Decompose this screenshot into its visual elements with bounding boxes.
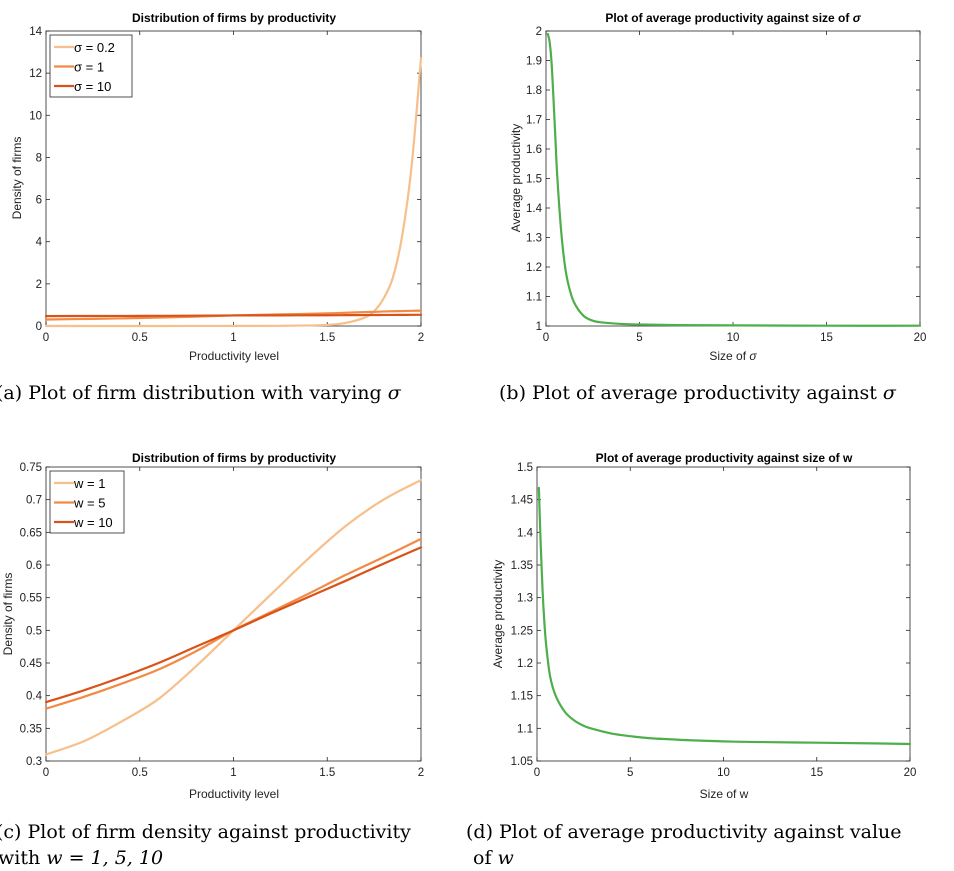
legend-label: w = 10: [73, 515, 113, 530]
y-tick-label: 0.65: [20, 527, 42, 539]
y-tick-label: 1.8: [526, 85, 542, 97]
y-tick-label: 2: [536, 26, 542, 38]
y-tick-label: 0.75: [20, 462, 42, 474]
y-tick-label: 1.15: [511, 691, 533, 703]
x-tick-label: 1: [230, 332, 236, 344]
panel-c-caption-line-2: with w = 1, 5, 10: [0, 847, 163, 869]
x-tick-label: 10: [717, 767, 730, 779]
panel-c-xlabel: Productivity level: [189, 787, 279, 801]
panel-b-caption: (b) Plot of average productivity against…: [499, 382, 897, 404]
panel-c-title: Distribution of firms by productivity: [132, 451, 336, 465]
y-tick-label: 1.4: [517, 527, 534, 539]
y-tick-label: 1.1: [517, 723, 533, 735]
y-tick-label: 1.5: [526, 174, 542, 186]
panel-b-chart: Plot of average productivity against siz…: [499, 11, 926, 404]
y-tick-label: 6: [36, 195, 42, 207]
panel-c-chart: Distribution of firms by productivity Pr…: [0, 451, 424, 869]
panel-d-ylabel: Average productivity: [491, 560, 505, 669]
x-tick-label: 20: [914, 332, 927, 344]
y-tick-label: 0.6: [26, 560, 42, 572]
y-tick-label: 1.05: [511, 756, 533, 768]
panel-d-xlabel: Size of w: [700, 787, 749, 801]
panel-c-ylabel: Density of firms: [1, 573, 15, 656]
panel-d-axes-frame: [536, 466, 911, 762]
y-tick-label: 10: [29, 110, 42, 122]
y-tick-label: 0.4: [26, 691, 43, 703]
panel-a-ylabel: Density of firms: [10, 137, 24, 220]
y-tick-label: 0: [36, 321, 42, 333]
y-tick-label: 1: [536, 321, 542, 333]
x-tick-label: 15: [820, 332, 833, 344]
y-tick-label: 1.35: [511, 560, 533, 572]
legend-label: w = 1: [73, 476, 105, 491]
panel-a-series-1-line: [44, 57, 423, 328]
y-tick-label: 0.5: [26, 625, 42, 637]
panel-a-caption: (a) Plot of firm distribution with varyi…: [0, 382, 402, 404]
y-tick-label: 14: [29, 26, 42, 38]
panel-a-legend: σ = 0.2 σ = 1 σ = 10: [49, 34, 133, 98]
y-tick-label: 1.5: [517, 462, 533, 474]
legend-label: σ = 1: [74, 60, 104, 75]
x-tick-label: 10: [727, 332, 740, 344]
x-tick-label: 0.5: [132, 332, 148, 344]
y-tick-label: 4: [36, 237, 43, 249]
x-tick-label: 0: [534, 767, 540, 779]
x-tick-label: 2: [418, 332, 424, 344]
y-tick-label: 2: [36, 279, 42, 291]
x-tick-label: 1.5: [319, 332, 335, 344]
panel-b-title: Plot of average productivity against siz…: [605, 11, 861, 25]
y-tick-label: 1.1: [526, 292, 542, 304]
y-tick-label: 0.45: [20, 658, 42, 670]
panel-c-legend: w = 1 w = 5 w = 10: [49, 470, 125, 534]
x-tick-label: 20: [904, 767, 917, 779]
x-tick-label: 1: [230, 767, 236, 779]
x-tick-label: 1.5: [319, 767, 335, 779]
x-tick-label: 0.5: [132, 767, 148, 779]
y-tick-label: 1.4: [526, 203, 543, 215]
x-tick-label: 5: [636, 332, 642, 344]
x-tick-label: 0: [543, 332, 549, 344]
panel-a-xlabel: Productivity level: [189, 349, 279, 363]
y-tick-label: 1.6: [526, 144, 542, 156]
panel-a-series-2-line: [44, 309, 423, 321]
y-tick-label: 1.3: [517, 593, 533, 605]
y-tick-label: 1.3: [526, 233, 542, 245]
panel-d-chart: Plot of average productivity against siz…: [466, 451, 916, 869]
x-tick-label: 0: [43, 767, 49, 779]
y-tick-label: 0.55: [20, 593, 42, 605]
y-tick-label: 0.7: [26, 495, 42, 507]
panel-b-axes-frame: [545, 30, 921, 327]
y-tick-label: 1.7: [526, 115, 542, 127]
panel-b-xlabel: Size of σ: [709, 349, 757, 363]
panel-d-caption-line-2: of w: [473, 847, 514, 869]
y-tick-label: 1.25: [511, 625, 533, 637]
legend-label: σ = 0.2: [74, 40, 115, 55]
panel-b-series-1-line: [546, 32, 922, 327]
panel-a-chart: Distribution of firms by productivity Pr…: [0, 11, 424, 404]
panel-d-title: Plot of average productivity against siz…: [596, 451, 853, 465]
y-tick-label: 12: [29, 68, 42, 80]
legend-label: σ = 10: [74, 79, 111, 94]
x-tick-label: 15: [810, 767, 823, 779]
panel-b-ylabel: Average productivity: [509, 124, 523, 233]
panel-c-series-3-line: [44, 546, 423, 704]
y-tick-label: 1.9: [526, 56, 542, 68]
panel-c-caption-line-1: (c) Plot of firm density against product…: [0, 821, 411, 843]
panel-d-series-1-line: [537, 486, 912, 746]
y-tick-label: 0.3: [26, 756, 42, 768]
panel-d-caption-line-1: (d) Plot of average productivity against…: [466, 821, 902, 843]
y-tick-label: 1.2: [517, 658, 533, 670]
panel-a-title: Distribution of firms by productivity: [132, 11, 336, 25]
y-tick-label: 1.45: [511, 495, 533, 507]
legend-label: w = 5: [73, 496, 105, 511]
y-tick-label: 1.2: [526, 262, 542, 274]
x-tick-label: 5: [627, 767, 633, 779]
y-tick-label: 8: [36, 152, 42, 164]
x-tick-label: 0: [43, 332, 49, 344]
panel-a-series-3-line: [44, 313, 423, 318]
y-tick-label: 0.35: [20, 723, 42, 735]
x-tick-label: 2: [418, 767, 424, 779]
